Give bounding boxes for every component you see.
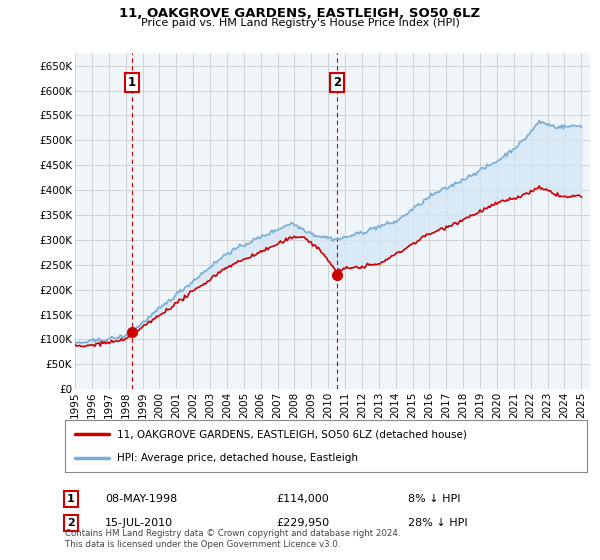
- Text: 28% ↓ HPI: 28% ↓ HPI: [408, 518, 467, 528]
- Text: Contains HM Land Registry data © Crown copyright and database right 2024.
This d: Contains HM Land Registry data © Crown c…: [65, 529, 400, 549]
- Text: 1: 1: [128, 76, 136, 88]
- Text: £229,950: £229,950: [276, 518, 329, 528]
- Text: 08-MAY-1998: 08-MAY-1998: [105, 494, 177, 504]
- Text: HPI: Average price, detached house, Eastleigh: HPI: Average price, detached house, East…: [117, 453, 358, 463]
- Text: 15-JUL-2010: 15-JUL-2010: [105, 518, 173, 528]
- Text: 11, OAKGROVE GARDENS, EASTLEIGH, SO50 6LZ: 11, OAKGROVE GARDENS, EASTLEIGH, SO50 6L…: [119, 7, 481, 20]
- Text: 2: 2: [67, 518, 74, 528]
- Text: £114,000: £114,000: [276, 494, 329, 504]
- Text: 11, OAKGROVE GARDENS, EASTLEIGH, SO50 6LZ (detached house): 11, OAKGROVE GARDENS, EASTLEIGH, SO50 6L…: [117, 429, 467, 439]
- Text: 1: 1: [67, 494, 74, 504]
- Text: 2: 2: [333, 76, 341, 88]
- Text: 8% ↓ HPI: 8% ↓ HPI: [408, 494, 461, 504]
- Text: Price paid vs. HM Land Registry's House Price Index (HPI): Price paid vs. HM Land Registry's House …: [140, 18, 460, 28]
